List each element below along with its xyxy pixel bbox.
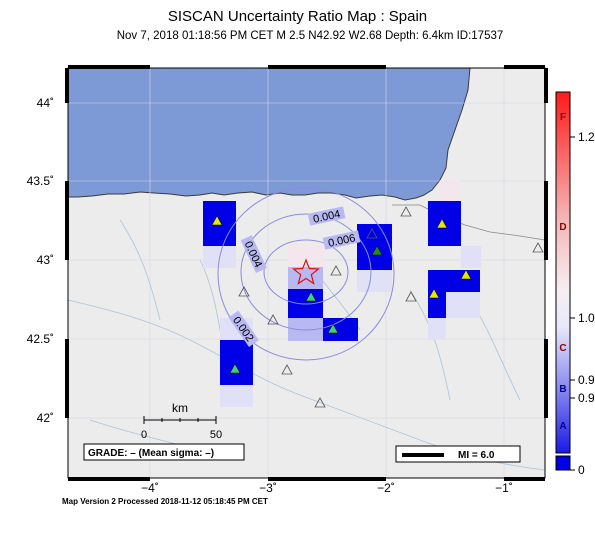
border (392, 204, 545, 241)
red-star-icon (292, 258, 320, 285)
lat-label: 42.5˚ (27, 332, 54, 346)
triangle-icon (428, 288, 440, 299)
latitude-labels: 44˚ 43.5˚ 43˚ 42.5˚ 42˚ (27, 96, 54, 425)
lat-label: 42˚ (37, 411, 54, 425)
scale-tick: 0 (141, 429, 147, 441)
triangle-icon (371, 245, 383, 256)
colorbar-value: 0.9 (578, 373, 595, 387)
open-triangle-icon (281, 364, 293, 375)
sea (68, 68, 470, 200)
open-triangle-icon (267, 314, 279, 325)
open-triangle-icon (330, 265, 342, 276)
map-border-ticks (65, 65, 548, 481)
lon-label: −4˚ (141, 481, 159, 495)
lon-label: −3˚ (259, 481, 277, 495)
lon-label: −1˚ (495, 481, 513, 495)
contour-label-1: 0.006 (327, 232, 356, 249)
grade-letter: D (559, 222, 566, 233)
mi-legend-text: MI = 6.0 (458, 450, 495, 461)
scale-unit: km (172, 401, 188, 415)
colorbar-value: 0.9 (578, 391, 595, 405)
stations (211, 206, 544, 408)
grade-letter: C (559, 343, 566, 354)
map-area: 0.004 0.006 0.004 0.002 (68, 68, 545, 478)
triangle-icon (460, 269, 472, 280)
colorbar-value: 1.0 (578, 311, 595, 325)
mi-legend: MI = 6.0 (395, 445, 521, 463)
map-footer: Map Version 2 Processed 2018-11-12 05:18… (62, 497, 268, 506)
contours (217, 187, 395, 361)
grade-box: GRADE: – (Mean sigma: –) (83, 443, 245, 461)
grade-letter: A (559, 421, 566, 432)
open-triangle-icon (532, 242, 544, 253)
grade-letter: F (560, 112, 566, 123)
triangle-icon (436, 218, 448, 229)
grade-text: GRADE: – (Mean sigma: –) (88, 448, 214, 459)
open-triangle-icon (366, 228, 378, 239)
lat-label: 43.5˚ (27, 174, 54, 188)
open-triangle-icon (405, 291, 417, 302)
open-triangle-icon (314, 397, 326, 408)
triangle-icon (211, 215, 223, 226)
grade-letter: B (559, 384, 566, 395)
lat-label: 44˚ (37, 96, 54, 110)
scale-tick: 50 (210, 429, 222, 441)
triangle-icon (305, 291, 317, 302)
map-subtitle: Nov 7, 2018 01:18:56 PM CET M 2.5 N42.92… (116, 30, 504, 42)
triangle-icon (229, 363, 241, 374)
colorbar: F D C B A 1.2 1.0 0.9 0.9 0 (555, 91, 595, 477)
lon-label: −2˚ (377, 481, 395, 495)
scale-bar: km 0 50 (141, 401, 222, 441)
longitude-labels: −4˚ −3˚ −2˚ −1˚ (141, 481, 513, 495)
triangle-icon (327, 323, 339, 334)
colorbar-value: 1.2 (578, 130, 595, 144)
contour-label-0: 0.004 (312, 208, 341, 225)
lat-label: 43˚ (37, 253, 54, 267)
open-triangle-icon (238, 286, 250, 297)
colorbar-value: 0 (578, 463, 585, 477)
open-triangle-icon (400, 206, 412, 217)
map-title: SISCAN Uncertainty Ratio Map : Spain (167, 8, 428, 25)
uncertainty-cells (203, 180, 481, 407)
